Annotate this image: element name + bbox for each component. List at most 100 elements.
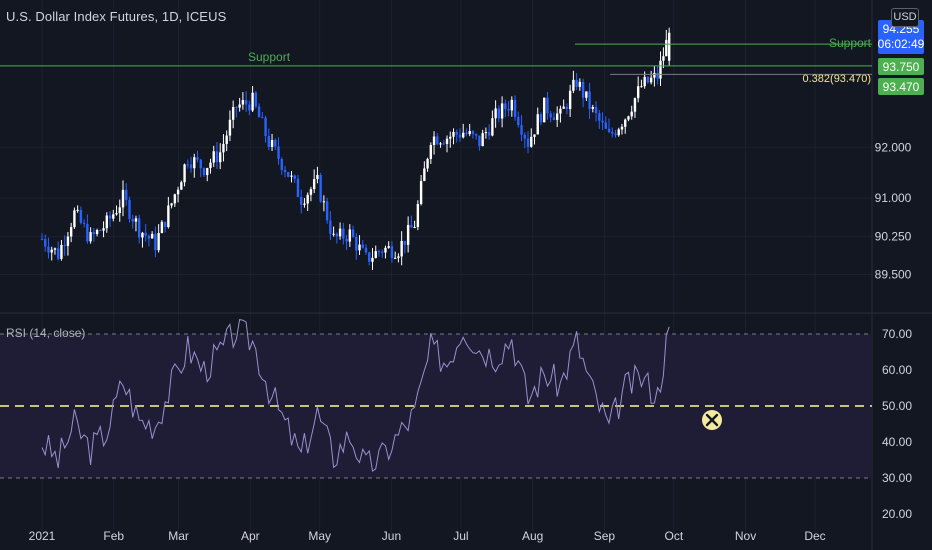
- price-tick-label: 90.250: [875, 229, 912, 243]
- candle-body: [403, 240, 407, 245]
- candle-body: [520, 125, 523, 135]
- candle-body: [624, 119, 627, 127]
- candle-body: [604, 122, 607, 129]
- candle-body: [53, 248, 57, 250]
- candle-body: [212, 151, 215, 163]
- chart-title: U.S. Dollar Index Futures, 1D, ICEUS: [6, 9, 227, 24]
- candle-body: [69, 227, 73, 237]
- candle-body: [287, 172, 290, 177]
- candle-body: [400, 240, 403, 257]
- rsi-pane: RSI (14, close): [0, 319, 872, 479]
- candle-body: [455, 131, 458, 135]
- candle-body: [387, 246, 390, 248]
- x-tick-label: Dec: [804, 529, 825, 543]
- candle-body: [76, 209, 79, 211]
- candle-body: [342, 228, 345, 239]
- candle-body: [105, 215, 109, 229]
- candle-body: [241, 100, 245, 105]
- candle-body: [57, 248, 60, 259]
- candle-body: [465, 132, 468, 135]
- support-badge-2: 93.470: [878, 78, 924, 95]
- candle-body: [196, 157, 199, 160]
- candle-body: [60, 244, 63, 259]
- candle-body: [270, 140, 274, 147]
- candle-body: [445, 138, 449, 144]
- candle-body: [397, 256, 400, 258]
- candle-body: [500, 103, 504, 119]
- candle-body: [533, 134, 536, 137]
- candle-body: [374, 251, 377, 258]
- candle-body: [225, 135, 228, 144]
- candle-body: [572, 79, 575, 91]
- candle-body: [50, 249, 53, 253]
- candle-body: [257, 106, 261, 118]
- candle-body: [99, 230, 102, 232]
- candle-body: [303, 203, 306, 205]
- candle-body: [384, 247, 387, 253]
- candle-body: [429, 144, 433, 159]
- candle-body: [442, 143, 445, 145]
- candle-body: [487, 132, 491, 136]
- x-tick-label: Apr: [241, 529, 260, 543]
- candle-body: [128, 199, 131, 219]
- candle-body: [371, 257, 374, 262]
- candle-body: [238, 104, 241, 108]
- candle-body: [244, 100, 248, 105]
- support-lines: Support Support 0.382(93.470): [0, 36, 872, 85]
- candle-body: [517, 116, 520, 126]
- candle-body: [147, 235, 151, 239]
- candle-body: [390, 246, 394, 258]
- x-tick-label: 2021: [29, 529, 56, 543]
- candle-body: [167, 205, 170, 228]
- candle-body: [338, 228, 342, 237]
- candle-body: [507, 109, 510, 111]
- candle-body: [219, 152, 222, 163]
- candle-body: [627, 116, 630, 120]
- close-icon[interactable]: [702, 410, 722, 430]
- candle-body: [471, 131, 475, 135]
- candle-body: [332, 233, 335, 235]
- candle-body: [222, 143, 225, 153]
- candle-body: [633, 98, 637, 112]
- candle-body: [436, 136, 439, 145]
- candle-body: [355, 236, 358, 251]
- x-tick-label: May: [308, 529, 331, 543]
- candle-body: [351, 229, 355, 237]
- candle-body: [206, 168, 209, 176]
- rsi-tick-label: 40.00: [882, 435, 912, 449]
- candle-body: [649, 77, 653, 83]
- candle-body: [481, 133, 484, 147]
- candle-body: [63, 244, 66, 246]
- candle-body: [588, 91, 591, 109]
- candle-body: [312, 179, 316, 190]
- candle-body: [141, 232, 144, 238]
- candle-body: [274, 140, 277, 147]
- candle-body: [494, 108, 497, 119]
- candle-body: [306, 194, 309, 204]
- candle-body: [510, 99, 514, 111]
- candle-body: [539, 114, 543, 123]
- candle-body: [95, 230, 99, 235]
- candle-body: [92, 232, 96, 235]
- candle-body: [309, 189, 313, 195]
- candle-body: [452, 131, 455, 137]
- candle-body: [79, 209, 83, 223]
- candle-body: [235, 106, 238, 108]
- rsi-line: [41, 319, 670, 472]
- candle-body: [264, 117, 267, 137]
- candle-body: [254, 92, 258, 107]
- candle-body: [630, 111, 633, 117]
- candle-body: [432, 136, 436, 145]
- price-tick-label: 91.000: [875, 191, 912, 205]
- candle-body: [358, 244, 361, 251]
- candle-body: [578, 81, 582, 87]
- candle-body: [458, 134, 462, 138]
- candle-body: [231, 106, 235, 120]
- candle-body: [215, 151, 219, 163]
- candle-body: [656, 72, 659, 79]
- candle-body: [163, 221, 167, 228]
- currency-button[interactable]: USD: [891, 8, 919, 27]
